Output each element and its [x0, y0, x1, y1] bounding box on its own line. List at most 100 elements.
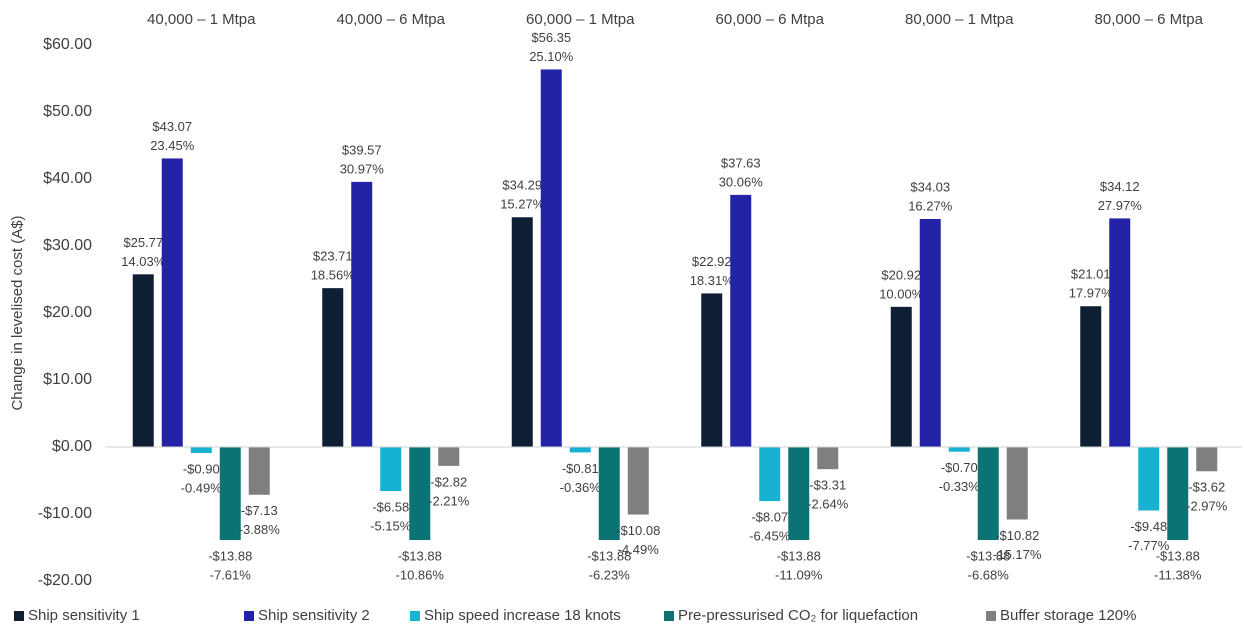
bar [788, 447, 810, 540]
value-label: -$0.70 [941, 460, 978, 475]
bar [132, 274, 154, 447]
bar [161, 158, 183, 447]
value-label: $56.35 [531, 30, 571, 45]
legend-swatch [986, 611, 996, 621]
value-label: $34.03 [910, 179, 950, 194]
bar [351, 181, 373, 448]
bar [890, 306, 912, 447]
bar [190, 447, 212, 454]
share-label: 10.00% [879, 286, 924, 301]
value-label: -$0.90 [183, 461, 220, 476]
share-label: 30.97% [340, 161, 385, 176]
bar [219, 447, 241, 540]
share-label: -0.33% [939, 479, 981, 494]
value-label: $34.29 [502, 178, 542, 193]
bar [511, 217, 533, 447]
value-label: $20.92 [881, 267, 921, 282]
category-label: 60,000 – 1 Mtpa [526, 11, 635, 28]
category-label: 60,000 – 6 Mtpa [716, 11, 825, 28]
value-label: $22.92 [692, 254, 732, 269]
bar [1138, 447, 1160, 511]
y-tick-label: $20.00 [43, 304, 92, 321]
bar [438, 447, 460, 466]
bar [1167, 447, 1189, 540]
y-axis-label: Change in levelised cost (A$) [9, 215, 26, 410]
bar [1109, 218, 1131, 447]
legend-label: Ship sensitivity 2 [258, 607, 370, 624]
y-tick-label: $10.00 [43, 371, 92, 388]
share-label: -2.21% [428, 493, 470, 508]
share-label: 14.03% [121, 254, 166, 269]
bar [817, 447, 839, 470]
value-label: -$10.08 [616, 523, 660, 538]
value-label: -$13.88 [1156, 548, 1200, 563]
bar [759, 447, 781, 502]
legend-swatch [410, 611, 420, 621]
legend-label: Pre-pressurised CO₂ for liquefaction [678, 607, 918, 624]
category-label: 40,000 – 1 Mtpa [147, 11, 256, 28]
share-label: 15.27% [500, 197, 545, 212]
value-label: $34.12 [1100, 179, 1140, 194]
bar [540, 69, 562, 447]
value-label: $25.77 [123, 235, 163, 250]
share-label: 30.06% [719, 174, 764, 189]
bar [730, 194, 752, 447]
share-label: -15.17% [993, 547, 1042, 562]
bar [1080, 306, 1102, 447]
share-label: -7.77% [1128, 538, 1170, 553]
value-label: -$9.48 [1130, 519, 1167, 534]
share-label: -2.97% [1186, 499, 1228, 514]
y-tick-label: $40.00 [43, 170, 92, 187]
share-label: -11.38% [1154, 567, 1202, 582]
value-label: -$13.88 [208, 548, 252, 563]
bar [977, 447, 999, 540]
y-tick-label: $50.00 [43, 103, 92, 120]
y-tick-label: $30.00 [43, 237, 92, 254]
bar [701, 293, 723, 447]
value-label: $21.01 [1071, 267, 1111, 282]
share-label: 17.97% [1069, 286, 1114, 301]
legend-swatch [664, 611, 674, 621]
value-label: -$8.07 [751, 510, 788, 525]
bar [919, 218, 941, 447]
value-label: $43.07 [152, 119, 192, 134]
bar [322, 288, 344, 447]
category-label: 80,000 – 1 Mtpa [905, 11, 1014, 28]
legend-label: Ship speed increase 18 knots [424, 607, 621, 624]
legend-label: Ship sensitivity 1 [28, 607, 140, 624]
share-label: -4.49% [618, 542, 660, 557]
legend-swatch [14, 611, 24, 621]
share-label: -6.23% [589, 567, 631, 582]
value-label: -$13.88 [966, 548, 1010, 563]
share-label: 23.45% [150, 138, 195, 153]
share-label: 16.27% [908, 198, 953, 213]
value-label: $23.71 [313, 249, 353, 264]
value-label: -$13.88 [398, 548, 442, 563]
value-label: -$13.88 [777, 548, 821, 563]
share-label: 18.31% [690, 273, 735, 288]
y-tick-label: -$10.00 [38, 505, 92, 522]
bar [569, 447, 591, 453]
share-label: -6.68% [968, 567, 1010, 582]
value-label: -$6.58 [372, 500, 409, 515]
bar [948, 447, 970, 452]
value-label: -$3.31 [809, 478, 846, 493]
y-tick-label: $0.00 [52, 438, 92, 455]
value-label: -$7.13 [241, 503, 278, 518]
share-label: -11.09% [775, 567, 823, 582]
category-label: 40,000 – 6 Mtpa [337, 11, 446, 28]
value-label: -$13.88 [587, 548, 631, 563]
value-label: -$2.82 [430, 474, 467, 489]
value-label: $39.57 [342, 142, 382, 157]
share-label: 18.56% [311, 268, 356, 283]
bar [627, 447, 649, 515]
category-label: 80,000 – 6 Mtpa [1095, 11, 1204, 28]
share-label: 25.10% [529, 49, 574, 64]
share-label: -10.86% [396, 567, 445, 582]
y-tick-label: -$20.00 [38, 572, 92, 589]
share-label: -0.36% [560, 480, 602, 495]
bar [409, 447, 431, 540]
bar [598, 447, 620, 540]
value-label: -$10.82 [995, 528, 1039, 543]
